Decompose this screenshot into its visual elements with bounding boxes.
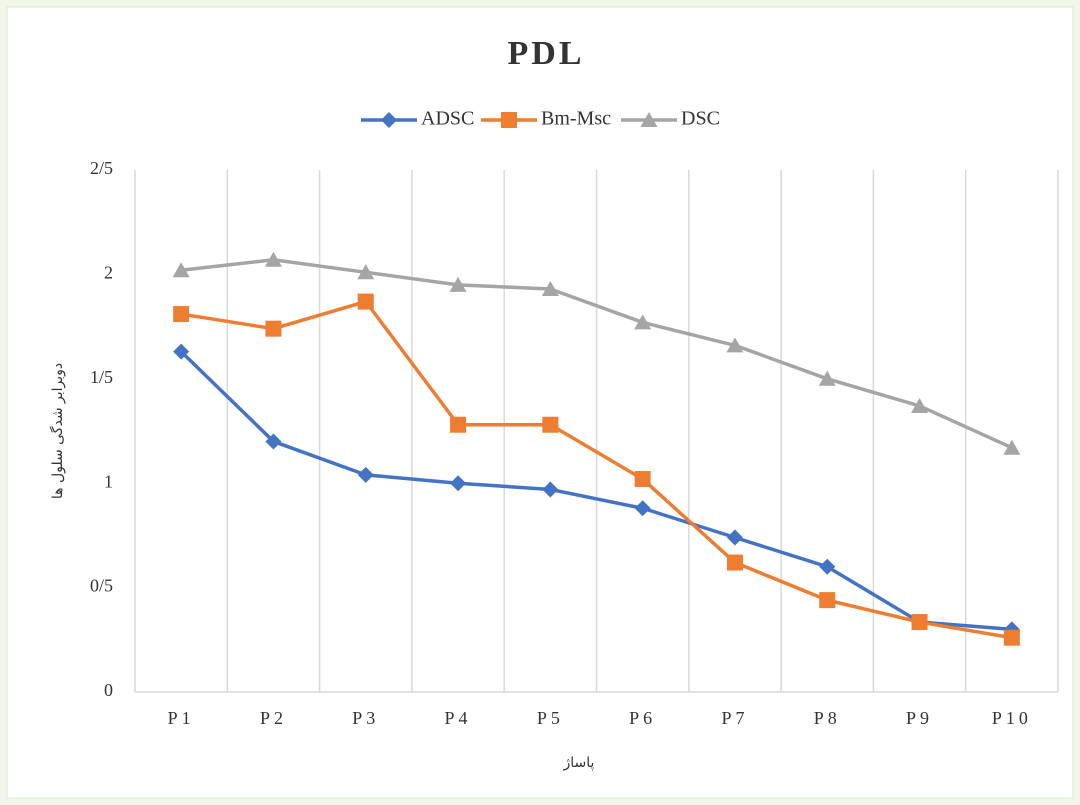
x-tick-label: P8: [814, 708, 841, 728]
data-point: [357, 466, 374, 483]
data-point: [541, 281, 559, 297]
y-tick-label: 2: [104, 263, 113, 283]
data-point: [818, 370, 836, 386]
legend-marker: [501, 112, 517, 128]
data-point: [265, 320, 282, 337]
data-point: [634, 500, 651, 517]
data-point: [172, 262, 190, 278]
data-point: [819, 558, 836, 575]
x-tick-label: P3: [352, 708, 379, 728]
legend-label: Bm-Msc: [541, 108, 611, 130]
data-point: [265, 433, 282, 450]
x-axis-label: پاساژ: [563, 755, 595, 771]
x-tick-label: P2: [260, 708, 287, 728]
data-point: [264, 251, 282, 267]
data-point: [726, 529, 743, 546]
x-tick-label: P4: [445, 708, 472, 728]
data-point: [726, 337, 744, 353]
data-point: [173, 343, 190, 360]
legend-label: DSC: [681, 108, 720, 130]
series-line: [180, 258, 1013, 450]
data-point: [726, 554, 743, 571]
data-point: [634, 314, 652, 330]
chart-title: PDL: [508, 35, 585, 72]
data-point: [911, 614, 928, 631]
data-point: [357, 264, 375, 280]
y-tick-label: 0/5: [90, 576, 113, 596]
legend-label: ADSC: [421, 108, 474, 130]
y-axis-label: دوبرابر شدگی سلول ها: [49, 363, 66, 499]
data-point: [450, 475, 467, 492]
legend-marker: [640, 112, 658, 127]
data-point: [634, 471, 651, 488]
data-point: [449, 276, 467, 292]
data-point: [173, 306, 190, 323]
series-line: [180, 299, 1013, 640]
data-point: [542, 416, 559, 433]
x-tick-label: P1: [168, 708, 195, 728]
x-tick-label: P5: [537, 708, 564, 728]
y-tick-label: 1/5: [90, 367, 113, 387]
chart-background: [6, 6, 1074, 799]
series-line: [179, 350, 1012, 632]
legend-marker: [381, 112, 397, 128]
data-point: [819, 592, 836, 609]
data-point: [1003, 629, 1020, 646]
y-tick-label: 2/5: [90, 158, 113, 178]
x-tick-label: P9: [906, 708, 933, 728]
data-point: [542, 481, 559, 498]
x-tick-label: P7: [721, 708, 748, 728]
data-point: [357, 293, 374, 310]
data-point: [1003, 439, 1021, 455]
y-tick-label: 1: [104, 471, 113, 491]
data-point: [450, 416, 467, 433]
x-tick-label: P6: [629, 708, 656, 728]
y-tick-label: 0: [104, 680, 113, 700]
x-tick-label: P10: [992, 708, 1032, 728]
data-point: [911, 397, 929, 413]
